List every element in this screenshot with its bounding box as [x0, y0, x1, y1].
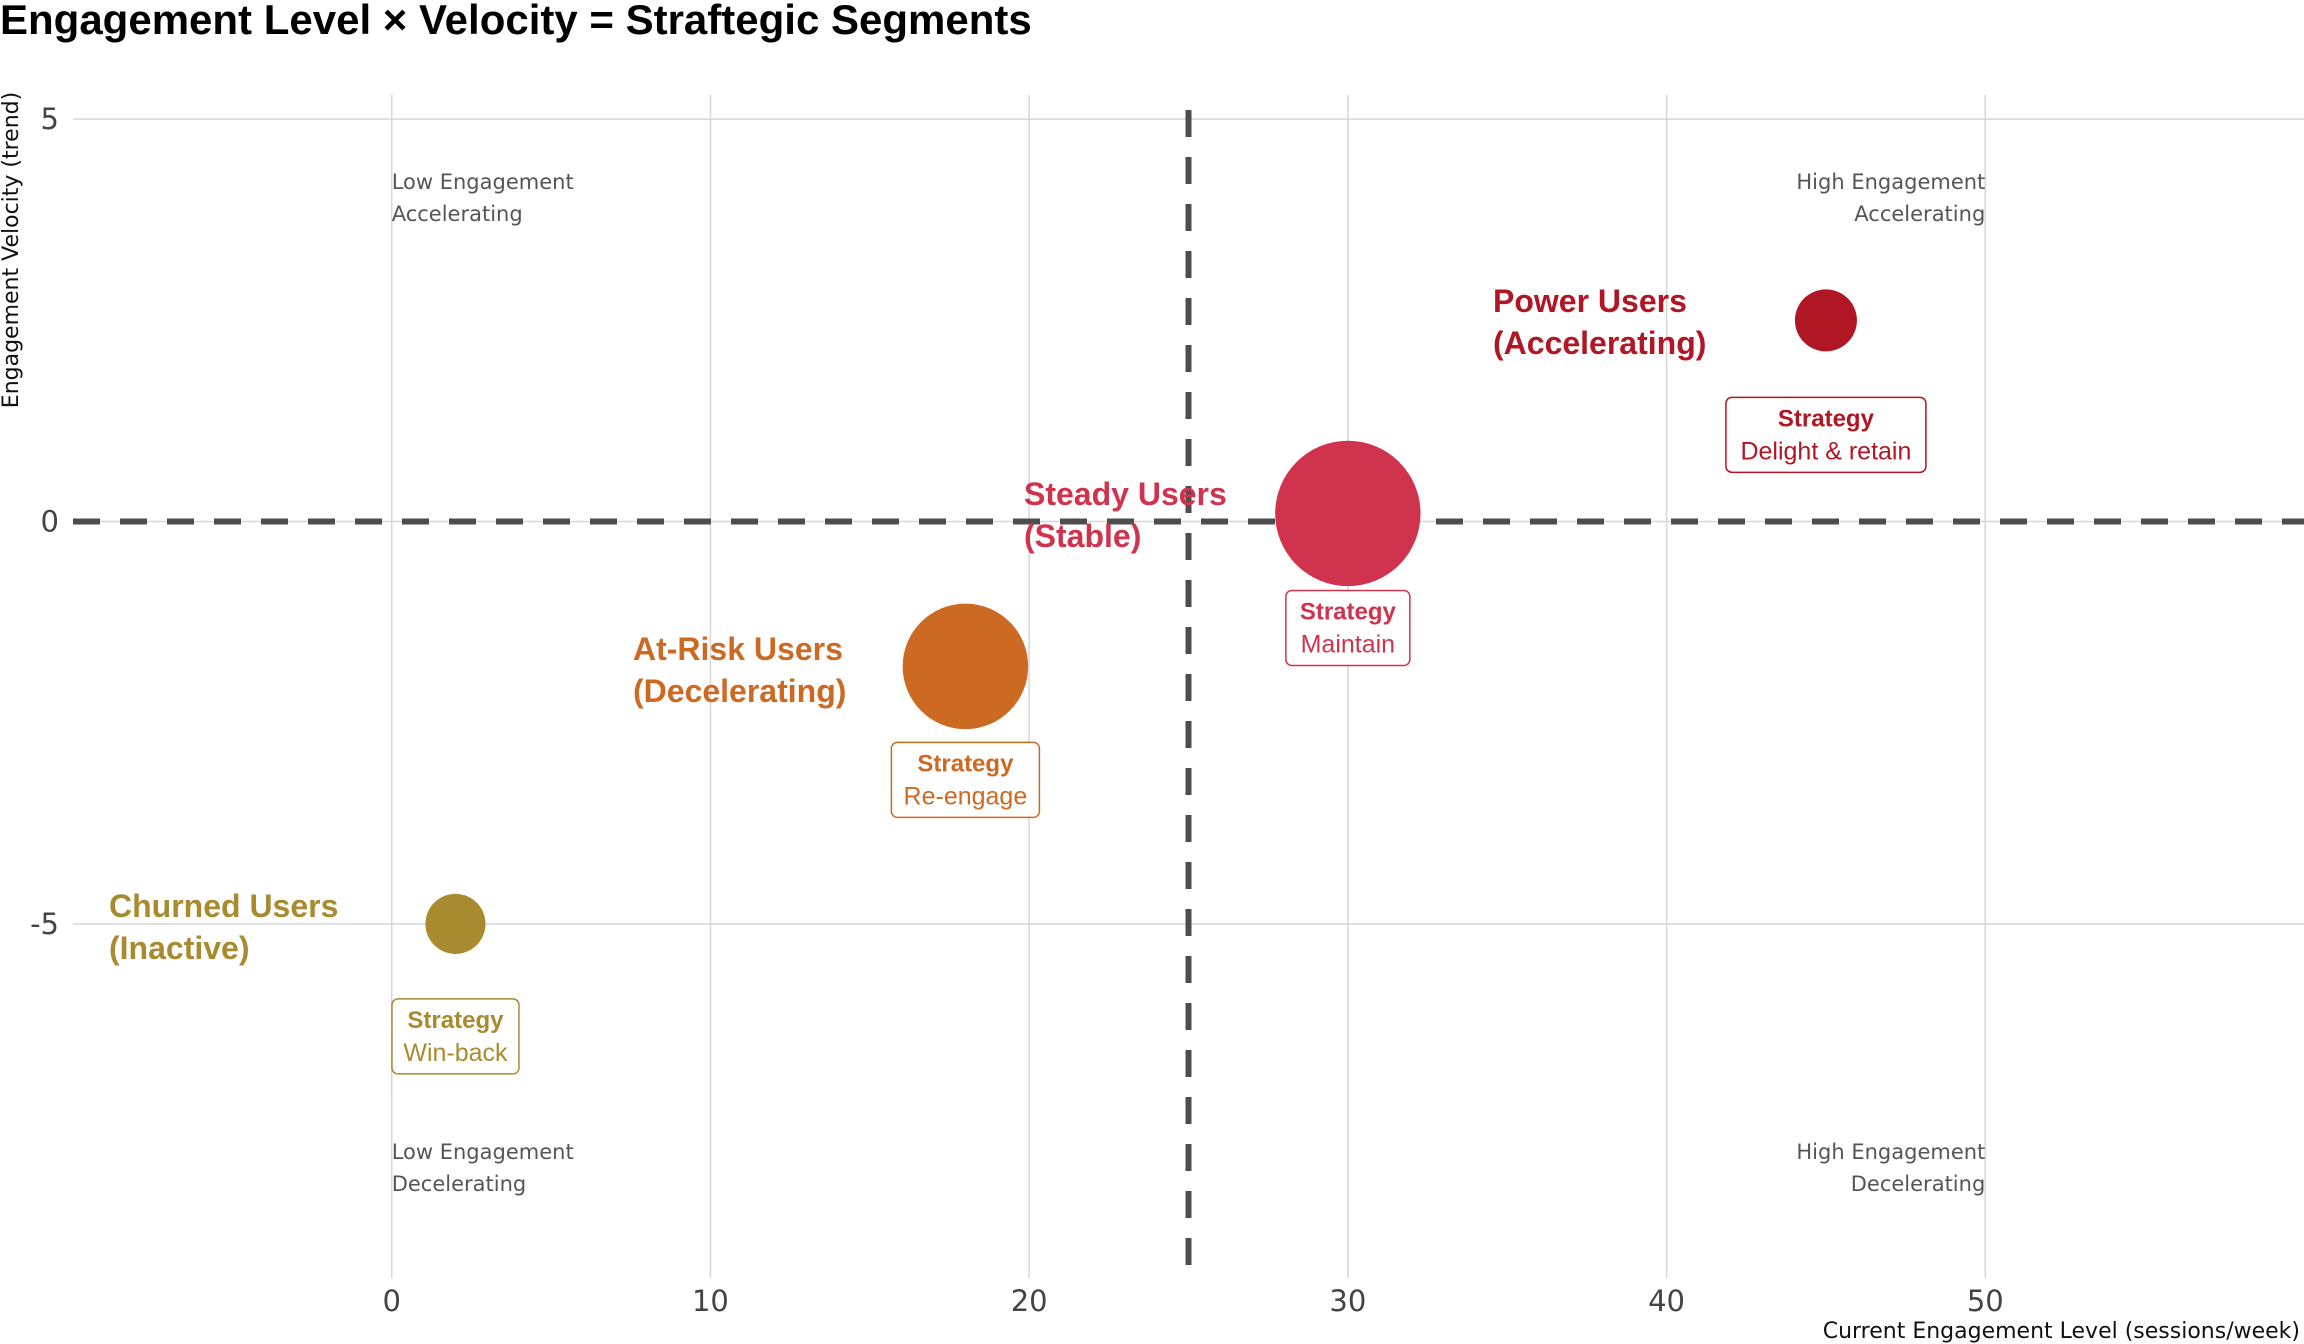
y-tick-label: -5: [30, 907, 59, 941]
quadrant-label: Decelerating: [1851, 1172, 1986, 1196]
segment-bubble: [425, 893, 486, 954]
segment-bubbles: Power Users (Accelerating) Strategy Delight…: [109, 283, 1927, 1075]
quadrant-label: Accelerating: [1854, 202, 1985, 226]
strategy-box: [391, 998, 520, 1075]
segment-bubble: [1275, 440, 1421, 587]
strategy-box: [890, 741, 1041, 819]
segment-group: At-Risk Users (Decelerating) Strategy Re-en…: [633, 603, 1041, 819]
x-tick-label: 0: [382, 1284, 400, 1318]
strategy-heading: Strategy: [917, 750, 1014, 777]
segment-group: Churned Users (Inactive) Strategy Win-back: [109, 888, 520, 1075]
y-tick-label: 5: [41, 102, 59, 136]
y-tick-label: 0: [41, 505, 59, 539]
quadrant-label: Decelerating: [392, 1172, 527, 1196]
segment-subtitle-label: (Stable): [1024, 518, 1141, 554]
reference-lines: [73, 110, 2304, 1278]
segment-bubble: [1794, 289, 1857, 352]
strategy-heading: Strategy: [407, 1007, 504, 1034]
segment-subtitle-label: (Inactive): [109, 930, 249, 966]
x-tick-label: 10: [692, 1284, 729, 1318]
segment-subtitle-label: (Decelerating): [633, 673, 846, 709]
strategy-heading: Strategy: [1300, 598, 1397, 625]
strategy-value: Delight & retain: [1740, 437, 1911, 465]
quadrant-label: Accelerating: [392, 202, 523, 226]
segment-name-label: Power Users: [1493, 283, 1687, 319]
segment-bubble: [902, 603, 1029, 730]
x-tick-label: 50: [1967, 1284, 2004, 1318]
strategy-heading: Strategy: [1778, 405, 1875, 432]
quadrant-label: Low Engagement: [392, 1140, 574, 1164]
segment-group: Power Users (Accelerating) Strategy Delight…: [1493, 283, 1927, 474]
y-axis-title: Engagement Velocity (trend): [0, 92, 24, 408]
segment-group: Steady Users (Stable) Strategy Maintain: [1024, 440, 1421, 667]
strategy-box: [1285, 589, 1411, 667]
strategy-value: Win-back: [403, 1039, 508, 1067]
segment-subtitle-label: (Accelerating): [1493, 325, 1706, 361]
segment-name-label: Steady Users: [1024, 476, 1227, 512]
segment-name-label: Churned Users: [109, 888, 338, 924]
x-tick-label: 20: [1011, 1284, 1048, 1318]
segment-name-label: At-Risk Users: [633, 631, 843, 667]
x-axis-title: Current Engagement Level (sessions/week): [1823, 1319, 2300, 1344]
x-tick-label: 40: [1648, 1284, 1685, 1318]
strategy-value: Maintain: [1301, 630, 1396, 658]
quadrant-label: High Engagement: [1796, 1140, 1985, 1164]
quadrant-labels: Low Engagement Accelerating High Engagemen…: [392, 170, 1986, 1196]
quadrant-label: High Engagement: [1796, 170, 1985, 194]
strategy-box: [1725, 396, 1927, 474]
x-tick-label: 30: [1329, 1284, 1366, 1318]
chart-title: Engagement Level × Velocity = Straftegic…: [0, 0, 1032, 43]
quadrant-label: Low Engagement: [392, 170, 574, 194]
strategy-value: Re-engage: [904, 782, 1028, 810]
